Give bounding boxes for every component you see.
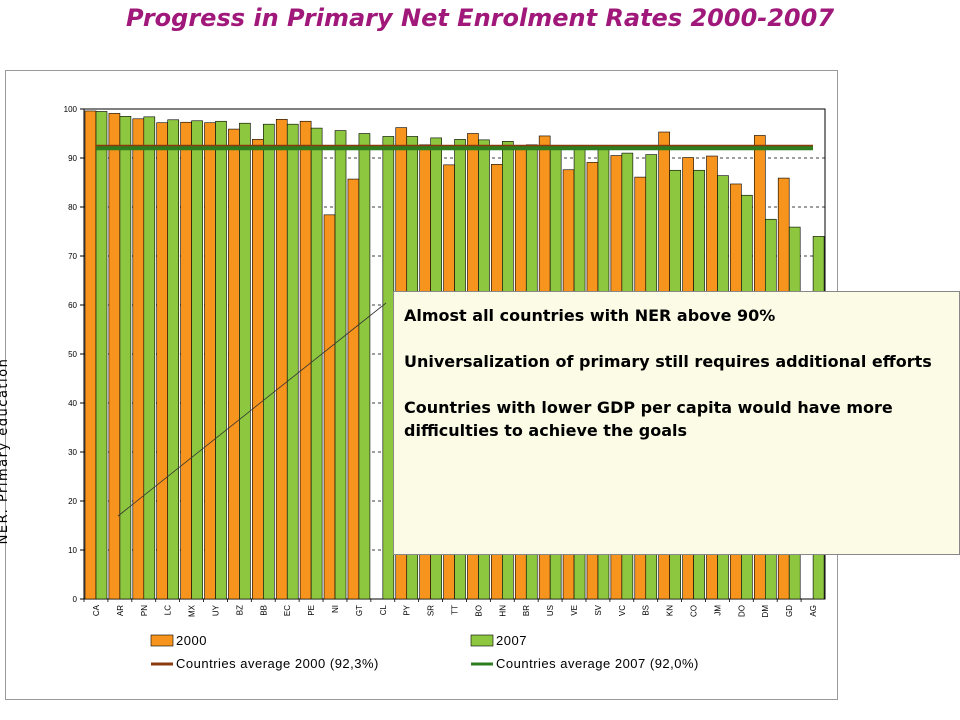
legend-average-2007-label: Countries average 2007 (92,0%) <box>496 656 699 671</box>
legend-2007-label: 2007 <box>496 633 527 648</box>
x-tick-label: VC <box>618 605 627 616</box>
bar-2000-BZ <box>228 128 240 600</box>
bar-2000-PN <box>132 118 145 600</box>
x-tick-label: NI <box>331 605 340 613</box>
bar-2007-PE <box>310 127 323 600</box>
bar-2000-MX <box>180 121 192 600</box>
x-tick-label: KN <box>666 605 675 616</box>
bar-2007-GT <box>358 133 371 600</box>
legend-2007-swatch <box>470 634 494 647</box>
x-tick-label: PN <box>140 605 149 616</box>
x-tick-label: TT <box>451 605 460 615</box>
x-tick-label: CA <box>92 604 101 616</box>
y-tick-label: 100 <box>64 105 78 114</box>
y-tick-label: 70 <box>68 252 77 261</box>
y-tick-label: 30 <box>68 448 77 457</box>
y-tick-label: 90 <box>68 154 77 163</box>
x-tick-label: BB <box>259 605 268 616</box>
bar-2000-EC <box>275 118 288 600</box>
x-tick-label: US <box>546 605 555 616</box>
bar-2000-GT <box>347 178 360 600</box>
annotation-line-1: Almost all countries with NER above 90% <box>404 306 776 325</box>
x-tick-label: SR <box>427 605 436 616</box>
bar-2007-BB <box>263 123 275 600</box>
annotation-pointer-line <box>117 302 387 517</box>
legend-average-2000-label: Countries average 2000 (92,3%) <box>176 656 379 671</box>
bar-2000-LC <box>156 122 169 600</box>
y-tick-label: 60 <box>68 301 77 310</box>
x-tick-label: GT <box>355 605 364 616</box>
y-tick-label: 0 <box>73 595 78 604</box>
bar-2000-PE <box>299 120 312 600</box>
x-tick-label: AR <box>116 605 125 616</box>
x-tick-label: VE <box>570 605 579 616</box>
x-tick-label: HN <box>498 605 507 617</box>
x-tick-label: BS <box>642 605 651 616</box>
page-title: Progress in Primary Net Enrolment Rates … <box>125 4 835 32</box>
x-tick-label: CL <box>379 604 388 615</box>
bar-2007-PN <box>143 116 156 600</box>
x-tick-label: BR <box>522 605 531 616</box>
annotation-line-2: Universalization of primary still requir… <box>404 352 932 371</box>
legend-2000-swatch <box>150 634 174 647</box>
bar-2007-CA <box>95 111 108 600</box>
y-tick-label: 50 <box>68 350 77 359</box>
x-tick-label: UY <box>211 604 220 616</box>
x-tick-label: CO <box>690 605 699 617</box>
bar-2000-NI <box>323 214 336 600</box>
x-tick-label: PE <box>307 605 316 616</box>
y-tick-label: 20 <box>68 497 77 506</box>
x-tick-label: MX <box>188 604 197 617</box>
x-tick-label: SV <box>594 604 603 615</box>
x-tick-label: LC <box>164 605 173 615</box>
bar-2000-UY <box>204 122 216 600</box>
bar-2007-UY <box>215 120 227 600</box>
x-tick-label: EC <box>283 605 292 616</box>
annotation-line-3: Countries with lower GDP per capita woul… <box>404 398 893 440</box>
y-tick-label: 10 <box>68 546 77 555</box>
bar-2007-AR <box>119 116 132 600</box>
y-tick-label: 80 <box>68 203 77 212</box>
bar-2007-BZ <box>239 122 251 600</box>
bar-2007-EC <box>286 123 299 600</box>
x-tick-label: DM <box>761 605 770 618</box>
y-axis-label: NER. Primary education <box>0 357 11 545</box>
x-tick-label: BO <box>474 605 483 617</box>
legend-2000-label: 2000 <box>176 633 207 648</box>
x-tick-label: JM <box>713 605 722 616</box>
annotation-box: Almost all countries with NER above 90% … <box>393 291 960 555</box>
bar-2000-AR <box>108 113 121 600</box>
x-tick-label: AG <box>809 605 818 617</box>
x-tick-label: BZ <box>235 605 244 615</box>
x-tick-label: DO <box>737 605 746 617</box>
bar-2000-BB <box>252 139 264 600</box>
bar-2007-LC <box>167 119 180 600</box>
bar-2007-NI <box>334 130 347 600</box>
bar-2007-MX <box>191 120 203 600</box>
x-tick-label: GD <box>785 605 794 617</box>
bar-2000-CA <box>84 110 97 600</box>
x-tick-label: PY <box>403 604 412 615</box>
y-tick-label: 40 <box>68 399 77 408</box>
